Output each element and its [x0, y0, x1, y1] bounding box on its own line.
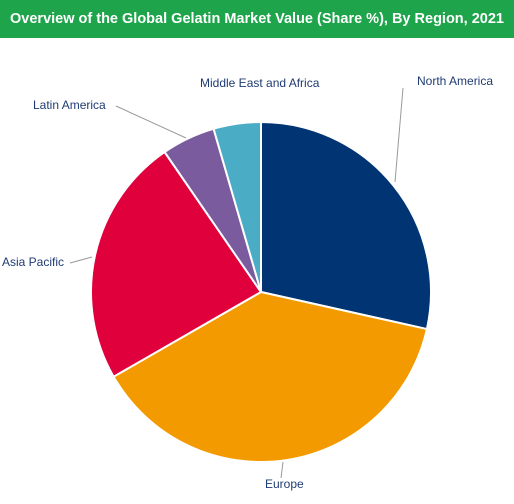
leader-line	[69, 256, 93, 264]
pie-slice	[112, 290, 429, 463]
slice-label: Latin America	[33, 98, 106, 112]
leader-line	[115, 105, 187, 139]
chart-title: Overview of the Global Gelatin Market Va…	[0, 0, 514, 38]
pie-slice	[90, 150, 263, 379]
leader-line	[394, 87, 404, 183]
slice-label: Europe	[265, 477, 304, 491]
pie-slice	[212, 120, 262, 293]
leader-line	[280, 461, 284, 479]
slice-label: Asia Pacific	[2, 255, 64, 269]
pie-slice	[260, 120, 432, 331]
slice-label: North America	[417, 74, 493, 88]
slice-label: Middle East and Africa	[200, 76, 320, 90]
